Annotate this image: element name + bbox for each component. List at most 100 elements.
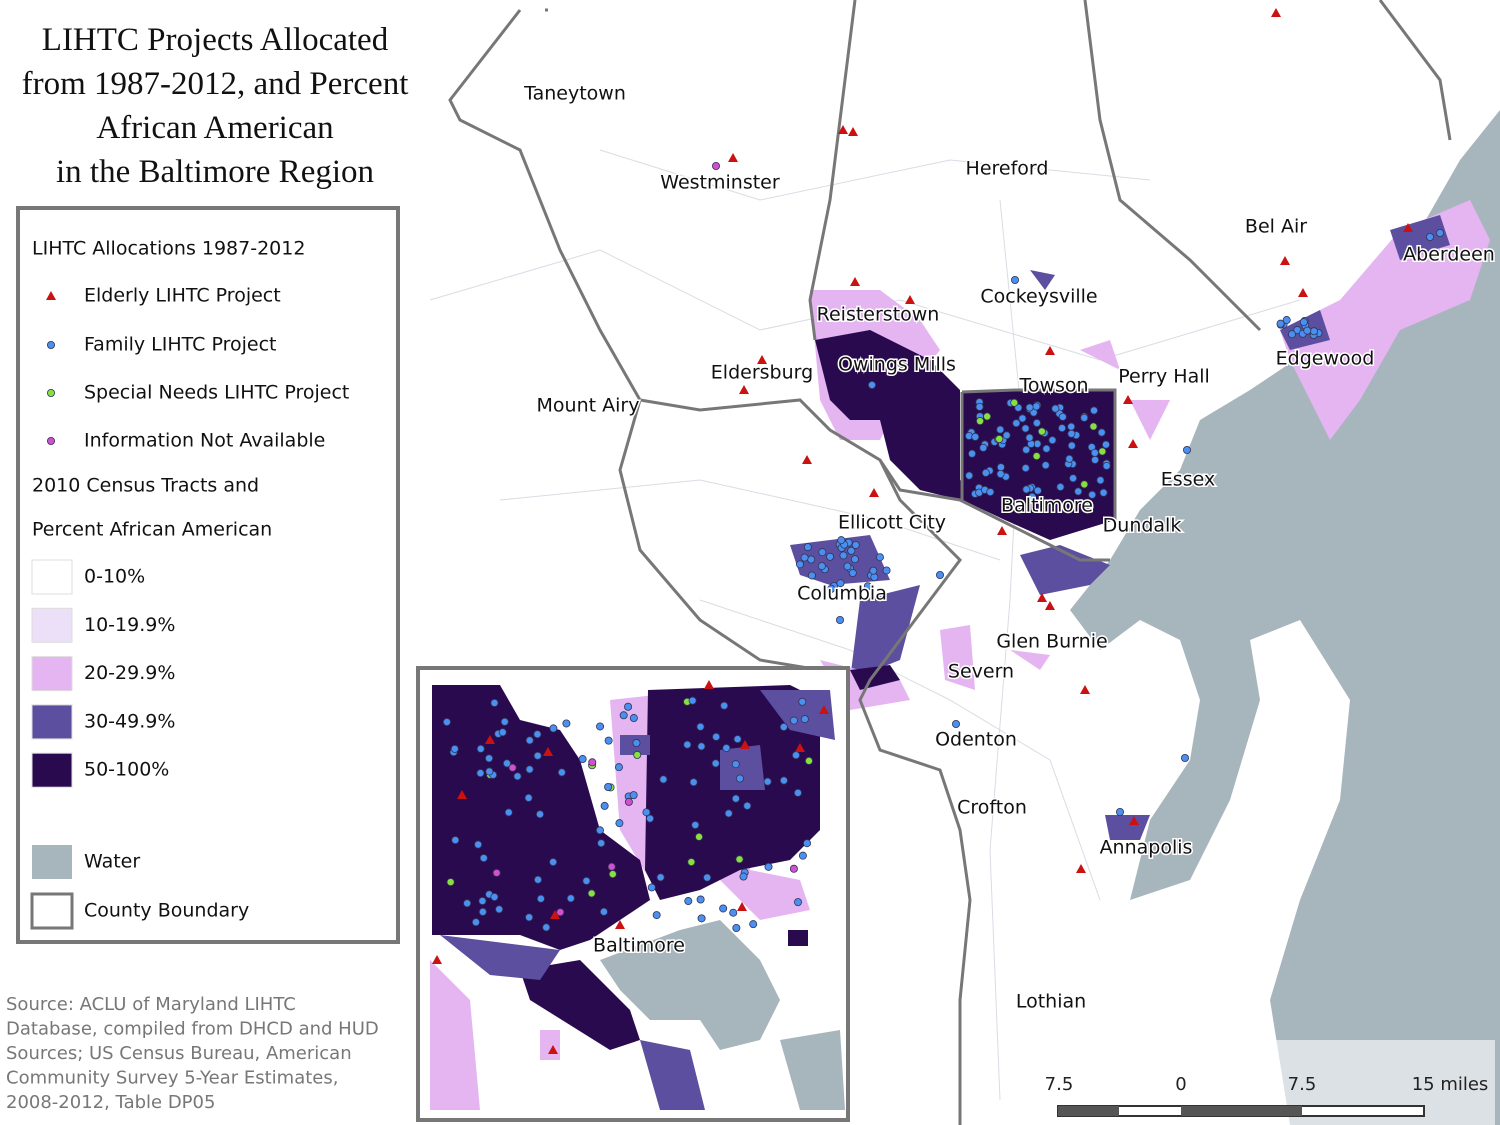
inset-project-marker xyxy=(724,809,733,818)
title-line: LIHTC Projects Allocated xyxy=(42,22,389,58)
inset-project-marker xyxy=(596,722,605,731)
place-label: Baltimore xyxy=(1001,495,1093,517)
project-marker xyxy=(1011,275,1020,284)
elderly-marker xyxy=(46,291,56,300)
scale-label: 7.5 xyxy=(1045,1074,1074,1095)
inset-project-marker xyxy=(779,722,788,731)
project-marker xyxy=(965,471,974,480)
source-line: 2008-2012, Table DP05 xyxy=(6,1092,215,1113)
inset-project-marker xyxy=(604,736,613,745)
elderly-marker xyxy=(838,125,848,134)
project-marker xyxy=(836,616,845,625)
title-line: in the Baltimore Region xyxy=(56,154,374,190)
inset-project-marker xyxy=(500,717,509,726)
basemap xyxy=(429,0,1500,1125)
project-marker xyxy=(837,536,846,545)
title: LIHTC Projects Allocated from 1987-2012, … xyxy=(22,22,409,190)
source-line: Community Survey 5-Year Estimates, xyxy=(6,1068,338,1089)
project-marker xyxy=(1101,440,1110,449)
legend: LIHTC Allocations 1987-2012 Elderly LIHTC… xyxy=(16,206,400,944)
inset-project-marker xyxy=(536,894,545,903)
project-marker xyxy=(1303,326,1312,335)
project-marker xyxy=(1032,402,1041,411)
inset-project-marker xyxy=(749,920,758,929)
place-label: Perry Hall xyxy=(1118,366,1210,388)
elderly-marker xyxy=(1045,601,1055,610)
inset-project-marker xyxy=(711,759,720,768)
project-marker xyxy=(1033,486,1042,495)
project-marker xyxy=(995,435,1004,444)
inset-project-marker xyxy=(731,794,740,803)
project-marker xyxy=(1012,419,1021,428)
elderly-marker xyxy=(1128,439,1138,448)
project-marker xyxy=(1022,445,1031,454)
project-marker xyxy=(1426,232,1435,241)
inset-project-marker xyxy=(525,765,534,774)
inset-project-marker xyxy=(463,899,472,908)
place-label: Essex xyxy=(1161,469,1215,491)
legend-label: County Boundary xyxy=(84,900,249,922)
project-marker xyxy=(868,380,877,389)
inset-project-marker xyxy=(492,868,501,877)
project-marker xyxy=(996,425,1005,434)
inset-markers xyxy=(432,680,829,1054)
place-label: Towson xyxy=(1018,375,1088,397)
elderly-marker xyxy=(1129,816,1139,825)
project-marker xyxy=(1032,418,1041,427)
project-marker xyxy=(1088,490,1097,499)
inset-project-marker xyxy=(732,923,741,932)
inset-project-marker xyxy=(478,907,487,916)
project-marker xyxy=(803,543,812,552)
project-marker xyxy=(1299,318,1308,327)
inset-project-marker xyxy=(451,836,460,845)
project-marker xyxy=(1090,406,1099,415)
elderly-marker xyxy=(432,955,442,964)
elderly-marker xyxy=(802,455,812,464)
elderly-marker xyxy=(819,705,829,714)
legend-symbol xyxy=(47,340,56,349)
project-marker xyxy=(869,566,878,575)
inset-project-marker xyxy=(542,923,551,932)
inset-project-marker xyxy=(513,772,522,781)
project-marker xyxy=(968,449,977,458)
project-marker xyxy=(843,562,852,571)
place-label: Severn xyxy=(948,661,1014,683)
elderly-marker xyxy=(739,385,749,394)
project-marker xyxy=(826,552,835,561)
inset-project-marker xyxy=(624,702,633,711)
elderly-marker xyxy=(997,526,1007,535)
project-marker xyxy=(1080,480,1089,489)
inset-project-marker xyxy=(476,769,485,778)
inset-project-marker xyxy=(697,914,706,923)
inset-project-marker xyxy=(608,870,617,879)
project-marker xyxy=(882,566,891,575)
inset-project-marker xyxy=(533,751,542,760)
legend-heading: LIHTC Allocations 1987-2012 xyxy=(32,238,305,260)
inset-project-marker xyxy=(556,908,565,917)
source: Source: ACLU of Maryland LIHTC Database, … xyxy=(6,994,379,1113)
project-marker xyxy=(996,463,1005,472)
project-marker xyxy=(1183,445,1192,454)
project-marker xyxy=(1048,436,1057,445)
project-marker xyxy=(1098,447,1107,456)
place-label: Eldersburg xyxy=(711,362,813,384)
project-marker xyxy=(1041,461,1050,470)
elderly-marker xyxy=(737,902,747,911)
inset-project-marker xyxy=(578,755,587,764)
inset-project-marker xyxy=(691,821,700,830)
inset-project-marker xyxy=(696,722,705,731)
inset-project-marker xyxy=(659,775,668,784)
project-marker xyxy=(996,469,1005,478)
project-marker xyxy=(847,546,856,555)
project-marker xyxy=(1010,398,1019,407)
inset-project-marker xyxy=(476,744,485,753)
scale-label: 15 miles xyxy=(1412,1074,1489,1095)
scale-segment xyxy=(1181,1106,1302,1116)
scale-label: 7.5 xyxy=(1288,1074,1317,1095)
inset-project-marker xyxy=(619,711,628,720)
project-marker xyxy=(1025,433,1034,442)
place-label: Hereford xyxy=(966,158,1049,180)
inset-map: Baltimore xyxy=(416,666,850,1122)
inset-project-marker xyxy=(646,814,655,823)
project-marker xyxy=(975,402,984,411)
